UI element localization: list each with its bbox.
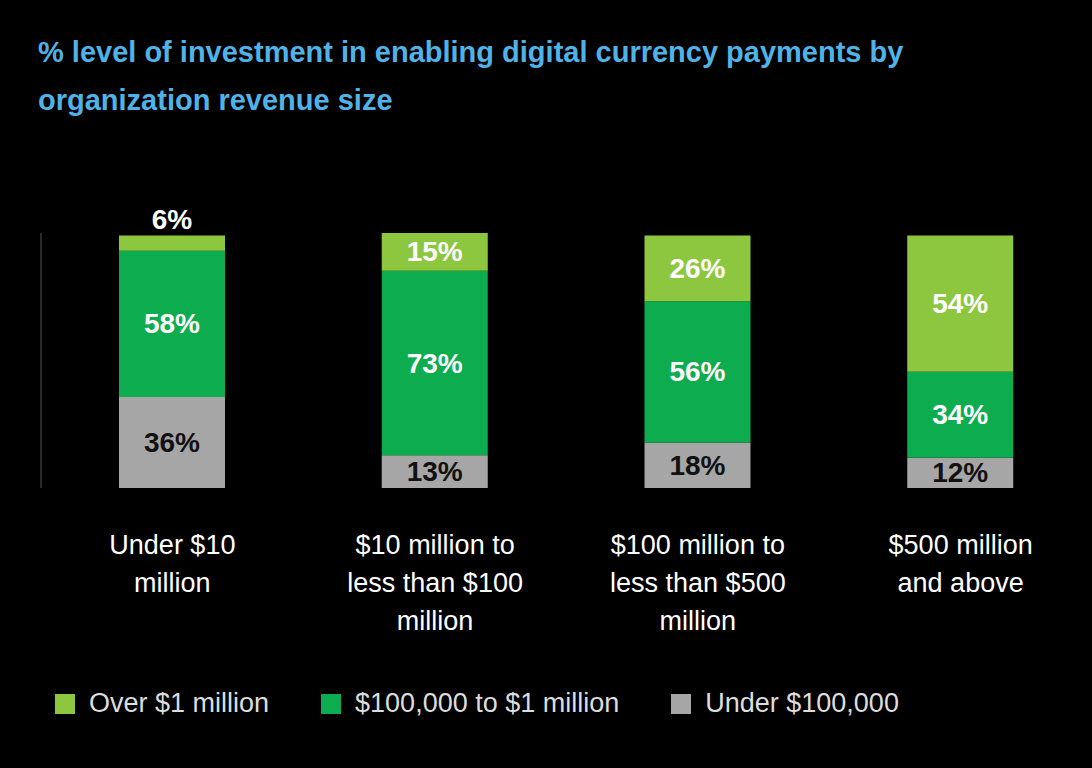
html-text:Over $1 million: Over $1 million [89, 688, 270, 718]
svg-text:12%: 12% [932, 457, 988, 488]
svg-text:54%: 54% [932, 288, 988, 319]
html-text:% level of investment in enabl: % level of investment in enabling digita… [38, 36, 904, 116]
html-text:Under $100,000: Under $100,000 [705, 688, 899, 718]
svg-text:34%: 34% [932, 399, 988, 430]
svg-text:13%: 13% [407, 456, 463, 487]
svg-text:Under $10million: Under $10million [109, 530, 235, 598]
svg-text:18%: 18% [669, 450, 725, 481]
svg-text:58%: 58% [144, 308, 200, 339]
html-text:$100,000 to $1 million: $100,000 to $1 million [355, 688, 620, 718]
svg-text:56%: 56% [669, 356, 725, 387]
svg-text:26%: 26% [669, 253, 725, 284]
svg-text:$500 millionand above: $500 millionand above [889, 530, 1033, 598]
svg-text:73%: 73% [407, 348, 463, 379]
svg-text:15%: 15% [407, 236, 463, 267]
svg-text:6%: 6% [152, 204, 193, 235]
svg-text:$100 million toless than $500m: $100 million toless than $500million [610, 530, 786, 636]
svg-text:$10 million toless than $100mi: $10 million toless than $100million [347, 530, 523, 636]
svg-text:36%: 36% [144, 427, 200, 458]
